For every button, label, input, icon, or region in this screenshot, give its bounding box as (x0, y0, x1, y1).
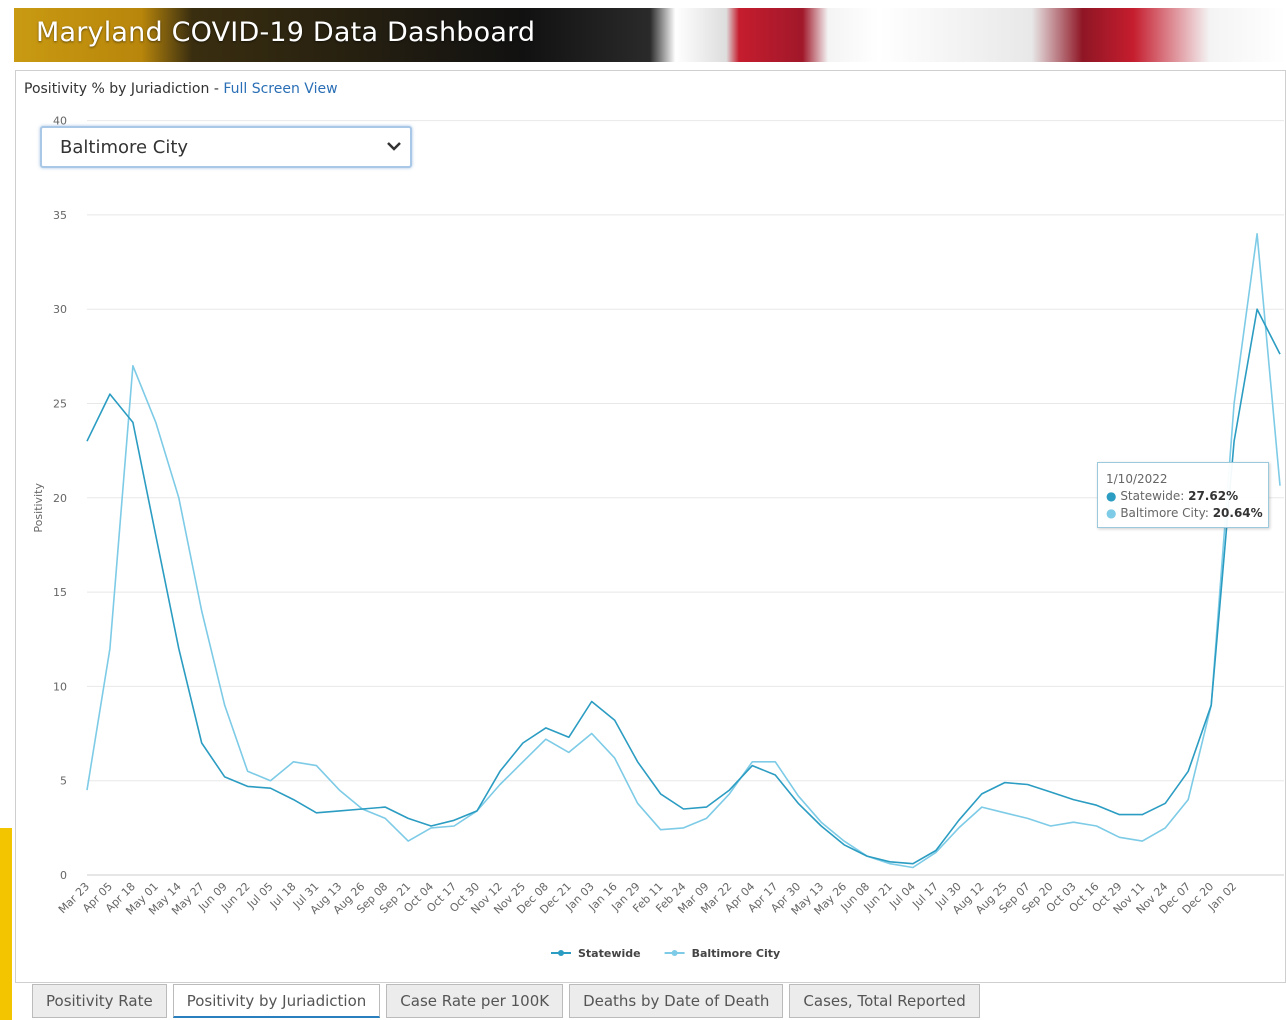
y-tick-label: 0 (60, 869, 67, 882)
tab[interactable]: Case Rate per 100K (386, 984, 564, 1018)
banner: Maryland COVID-19 Data Dashboard (14, 8, 1286, 62)
legend-label: Statewide (578, 947, 641, 960)
tooltip-row: ● Statewide: 27.62% (1106, 489, 1239, 503)
side-strip (0, 828, 12, 1020)
y-tick-label: 20 (53, 492, 67, 505)
x-tick-label: Jul 18 (267, 880, 299, 912)
x-tick-label: Jul 17 (909, 880, 941, 912)
tab[interactable]: Positivity Rate (32, 984, 167, 1018)
y-tick-label: 35 (53, 209, 67, 222)
tab[interactable]: Cases, Total Reported (789, 984, 980, 1018)
jurisdiction-dropdown[interactable]: Baltimore City (40, 126, 412, 168)
dropdown-value: Baltimore City (60, 137, 189, 158)
series-line (86, 308, 1281, 865)
tooltip-value: 27.62% (1188, 489, 1239, 503)
tab-bar: Positivity Rate Positivity by Juriadictio… (32, 984, 986, 1018)
x-tick-label: Jul 04 (886, 880, 918, 912)
tooltip-value: 20.64% (1212, 506, 1263, 520)
y-axis-title: Positivity (32, 483, 45, 533)
legend-label: Baltimore City (692, 947, 781, 960)
panel-title: Positivity % by Juriadiction - (24, 81, 219, 97)
series-line (86, 233, 1281, 869)
y-tick-label: 25 (53, 398, 67, 411)
y-tick-label: 40 (53, 115, 67, 128)
x-tick-label: Jul 05 (244, 880, 276, 912)
tooltip-row: ● Baltimore City: 20.64% (1106, 506, 1263, 520)
full-screen-link[interactable]: Full Screen View (223, 81, 338, 97)
tooltip: 1/10/2022 ● Statewide: 27.62% ● Baltimor… (1097, 462, 1269, 528)
tooltip-label: Statewide: (1120, 489, 1185, 503)
legend-marker (558, 950, 564, 956)
tab[interactable]: Deaths by Date of Death (569, 984, 784, 1018)
tooltip-label: Baltimore City: (1120, 506, 1209, 520)
dropdown-arrow (387, 142, 401, 151)
y-tick-label: 5 (60, 775, 67, 788)
tab[interactable]: Positivity by Juriadiction (172, 984, 381, 1018)
dashboard-title: Maryland COVID-19 Data Dashboard (36, 17, 536, 48)
y-tick-label: 15 (53, 586, 67, 599)
legend-marker (671, 950, 678, 956)
panel (15, 70, 1286, 983)
y-tick-label: 10 (53, 680, 67, 693)
tooltip-date: 1/10/2022 (1106, 472, 1168, 486)
panel-title-row: Positivity % by Juriadiction - Full Scre… (24, 81, 338, 97)
y-tick-label: 30 (53, 303, 67, 316)
